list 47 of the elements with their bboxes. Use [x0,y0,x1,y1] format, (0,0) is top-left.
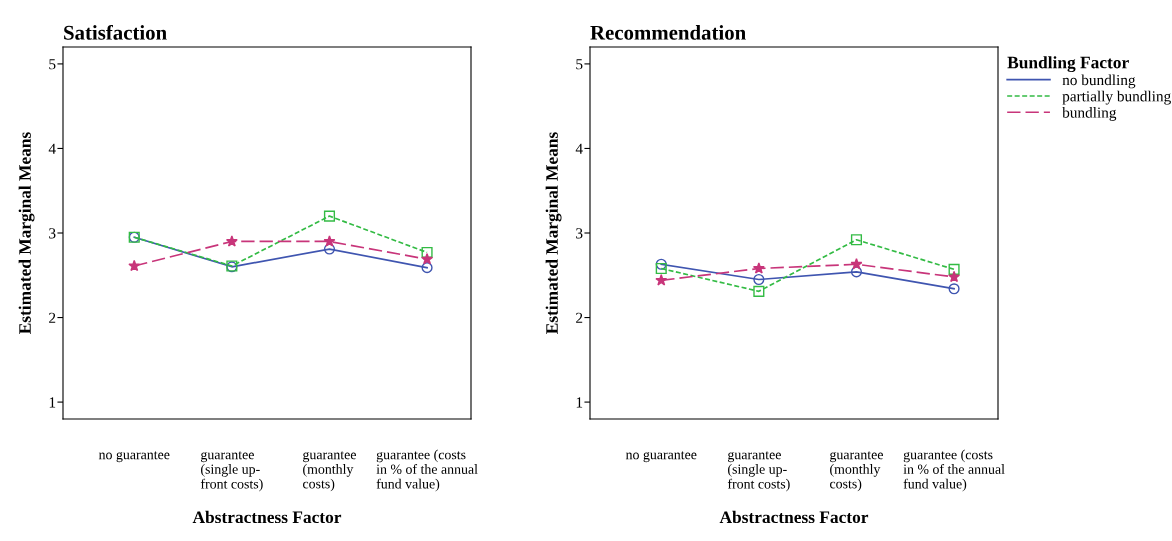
y-tick-label: 1 [576,397,583,408]
x-tick-label: guarantee (single up-front costs) [200,451,263,492]
legend-title: Bundling Factor [1007,56,1129,73]
point [948,270,961,283]
legend-label: no bundling [1062,74,1136,89]
y-tick-label: 3 [576,228,583,239]
point [323,235,336,247]
point [655,258,667,270]
x-tick-label: no guarantee [98,451,170,463]
y-tick-label: 3 [49,228,56,239]
point [850,266,863,278]
point [128,259,141,272]
point [421,246,433,259]
y-tick-label: 2 [49,312,56,323]
point [850,258,863,270]
x-tick-label: guarantee (monthly costs) [830,451,883,492]
y-axis-title: Estimated Marginal Means [18,132,35,334]
y-tick-label: 5 [576,59,583,70]
point [421,262,433,274]
x-axis-title: Abstractness Factor [192,510,342,524]
chart-title: Recommendation [590,25,746,40]
y-tick-label: 4 [575,143,583,154]
x-tick-label: no guarantee [625,451,697,463]
point [323,210,336,222]
point [948,263,960,275]
x-tick-label: guarantee (single up-front costs) [727,451,790,492]
point [948,283,960,295]
point [225,235,238,247]
point [655,274,668,286]
legend-label: partially bundling [1062,90,1171,105]
point [753,273,765,286]
point [421,252,434,265]
y-tick-label: 1 [49,397,56,408]
x-tick-label: guarantee (costs in % of the annual fund value) [376,449,478,492]
y-axis-title: Estimated Marginal Means [545,132,562,334]
x-axis-title: Abstractness Factor [719,510,869,524]
x-tick-label: guarantee (costs in % of the annual fund value) [903,449,1005,492]
y-tick-label: 4 [48,143,56,154]
point [850,234,863,246]
legend-label: bundling [1062,107,1117,121]
chart-title: Satisfaction [64,24,167,40]
y-tick-label: 2 [576,312,583,323]
y-tick-label: 5 [49,59,56,70]
point [753,285,765,297]
point [752,262,765,274]
x-tick-label: guarantee (monthly costs) [303,451,356,492]
point [655,262,667,275]
